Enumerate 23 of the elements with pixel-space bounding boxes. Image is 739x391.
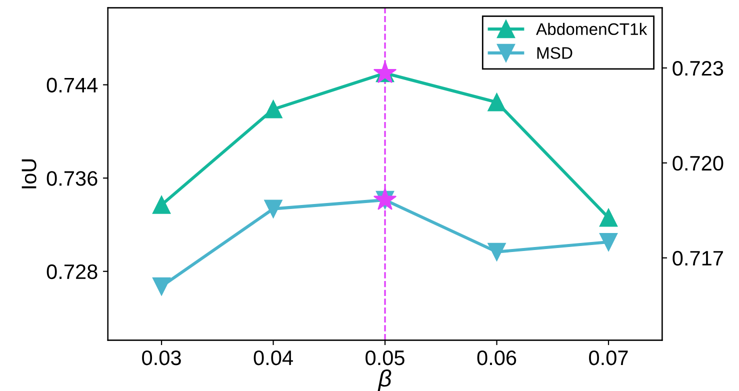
point — [488, 242, 506, 261]
x-tick-label: 0.04 — [254, 350, 293, 366]
y-axis-title: IoU — [22, 159, 36, 188]
point — [152, 196, 171, 214]
point — [599, 208, 618, 227]
point — [152, 277, 171, 296]
point — [264, 100, 282, 118]
legend-label: MSD — [537, 47, 572, 59]
y2-tick-label: 0.720 — [672, 156, 724, 171]
x-tick-label: 0.07 — [589, 350, 628, 366]
x-tick-label: 0.05 — [366, 350, 404, 366]
x-axis-title: β — [378, 369, 392, 391]
x-tick-label: 0.06 — [477, 350, 516, 366]
y-tick-label: 0.744 — [46, 78, 98, 93]
y2-tick-label: 0.717 — [672, 250, 723, 266]
point — [599, 233, 618, 252]
y-tick-label: 0.728 — [46, 264, 98, 280]
y-tick-label: 0.736 — [46, 171, 98, 186]
legend-label: AbdomenCT1k — [536, 22, 648, 36]
point — [488, 93, 506, 112]
y2-tick-label: 0.723 — [672, 60, 724, 76]
point — [264, 200, 282, 218]
x-tick-label: 0.03 — [142, 350, 181, 366]
